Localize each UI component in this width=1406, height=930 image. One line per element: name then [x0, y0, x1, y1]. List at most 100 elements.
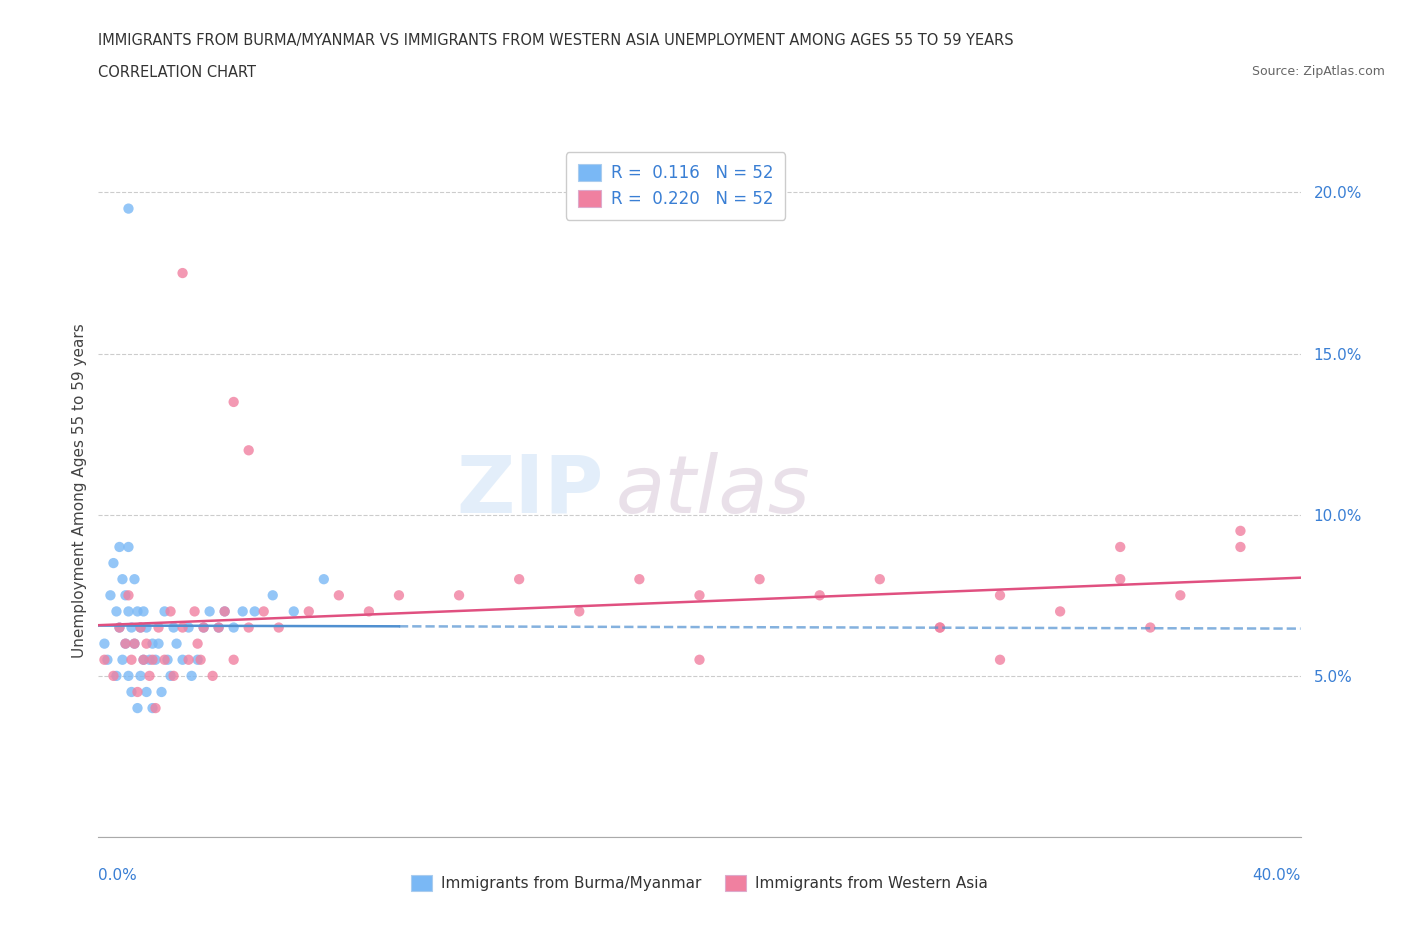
Point	[127, 684, 149, 699]
Point	[121, 684, 143, 699]
Point	[988, 652, 1011, 667]
Point	[1109, 572, 1132, 587]
Point	[108, 620, 131, 635]
Point	[1109, 539, 1132, 554]
Point	[1170, 588, 1192, 603]
Point	[283, 604, 305, 618]
Point	[124, 636, 146, 651]
Point	[132, 652, 155, 667]
Point	[162, 669, 184, 684]
Text: atlas: atlas	[616, 452, 810, 529]
Point	[108, 539, 131, 554]
Point	[103, 555, 125, 570]
Point	[748, 572, 770, 587]
Point	[111, 652, 134, 667]
Point	[103, 669, 125, 684]
Point	[153, 652, 176, 667]
Point	[929, 620, 952, 635]
Point	[312, 572, 335, 587]
Point	[135, 636, 157, 651]
Point	[222, 394, 245, 409]
Point	[145, 700, 167, 715]
Point	[243, 604, 266, 618]
Point	[141, 700, 163, 715]
Point	[808, 588, 831, 603]
Point	[117, 604, 139, 618]
Text: Source: ZipAtlas.com: Source: ZipAtlas.com	[1251, 65, 1385, 78]
Point	[150, 684, 173, 699]
Point	[117, 669, 139, 684]
Point	[141, 652, 163, 667]
Point	[148, 620, 170, 635]
Point	[187, 652, 209, 667]
Point	[145, 652, 167, 667]
Point	[688, 588, 710, 603]
Point	[298, 604, 321, 618]
Point	[105, 669, 128, 684]
Point	[172, 652, 194, 667]
Point	[628, 572, 651, 587]
Point	[177, 652, 200, 667]
Point	[114, 588, 136, 603]
Point	[114, 636, 136, 651]
Point	[1049, 604, 1071, 618]
Text: 40.0%: 40.0%	[1253, 869, 1301, 883]
Point	[187, 636, 209, 651]
Point	[232, 604, 254, 618]
Point	[138, 652, 160, 667]
Point	[93, 652, 115, 667]
Point	[214, 604, 236, 618]
Point	[929, 620, 952, 635]
Point	[132, 604, 155, 618]
Text: IMMIGRANTS FROM BURMA/MYANMAR VS IMMIGRANTS FROM WESTERN ASIA UNEMPLOYMENT AMONG: IMMIGRANTS FROM BURMA/MYANMAR VS IMMIGRA…	[98, 33, 1014, 47]
Point	[141, 636, 163, 651]
Point	[129, 669, 152, 684]
Point	[222, 620, 245, 635]
Point	[357, 604, 380, 618]
Point	[1229, 539, 1251, 554]
Point	[172, 266, 194, 281]
Point	[159, 669, 181, 684]
Point	[177, 620, 200, 635]
Point	[208, 620, 231, 635]
Point	[121, 652, 143, 667]
Point	[447, 588, 470, 603]
Point	[222, 652, 245, 667]
Point	[190, 652, 212, 667]
Point	[166, 636, 188, 651]
Point	[1139, 620, 1161, 635]
Point	[388, 588, 411, 603]
Point	[267, 620, 290, 635]
Text: CORRELATION CHART: CORRELATION CHART	[98, 65, 256, 80]
Point	[193, 620, 215, 635]
Point	[93, 636, 115, 651]
Text: 0.0%: 0.0%	[98, 869, 138, 883]
Point	[117, 588, 139, 603]
Point	[96, 652, 118, 667]
Point	[159, 604, 181, 618]
Point	[100, 588, 122, 603]
Text: ZIP: ZIP	[456, 452, 603, 529]
Point	[156, 652, 179, 667]
Y-axis label: Unemployment Among Ages 55 to 59 years: Unemployment Among Ages 55 to 59 years	[72, 324, 87, 658]
Point	[238, 443, 260, 458]
Point	[127, 700, 149, 715]
Point	[328, 588, 350, 603]
Point	[262, 588, 284, 603]
Point	[135, 620, 157, 635]
Point	[208, 620, 231, 635]
Point	[124, 572, 146, 587]
Point	[153, 604, 176, 618]
Point	[183, 604, 205, 618]
Point	[869, 572, 891, 587]
Point	[214, 604, 236, 618]
Point	[180, 669, 202, 684]
Point	[121, 620, 143, 635]
Point	[988, 588, 1011, 603]
Point	[108, 620, 131, 635]
Point	[162, 620, 184, 635]
Point	[568, 604, 591, 618]
Point	[193, 620, 215, 635]
Point	[253, 604, 276, 618]
Point	[129, 620, 152, 635]
